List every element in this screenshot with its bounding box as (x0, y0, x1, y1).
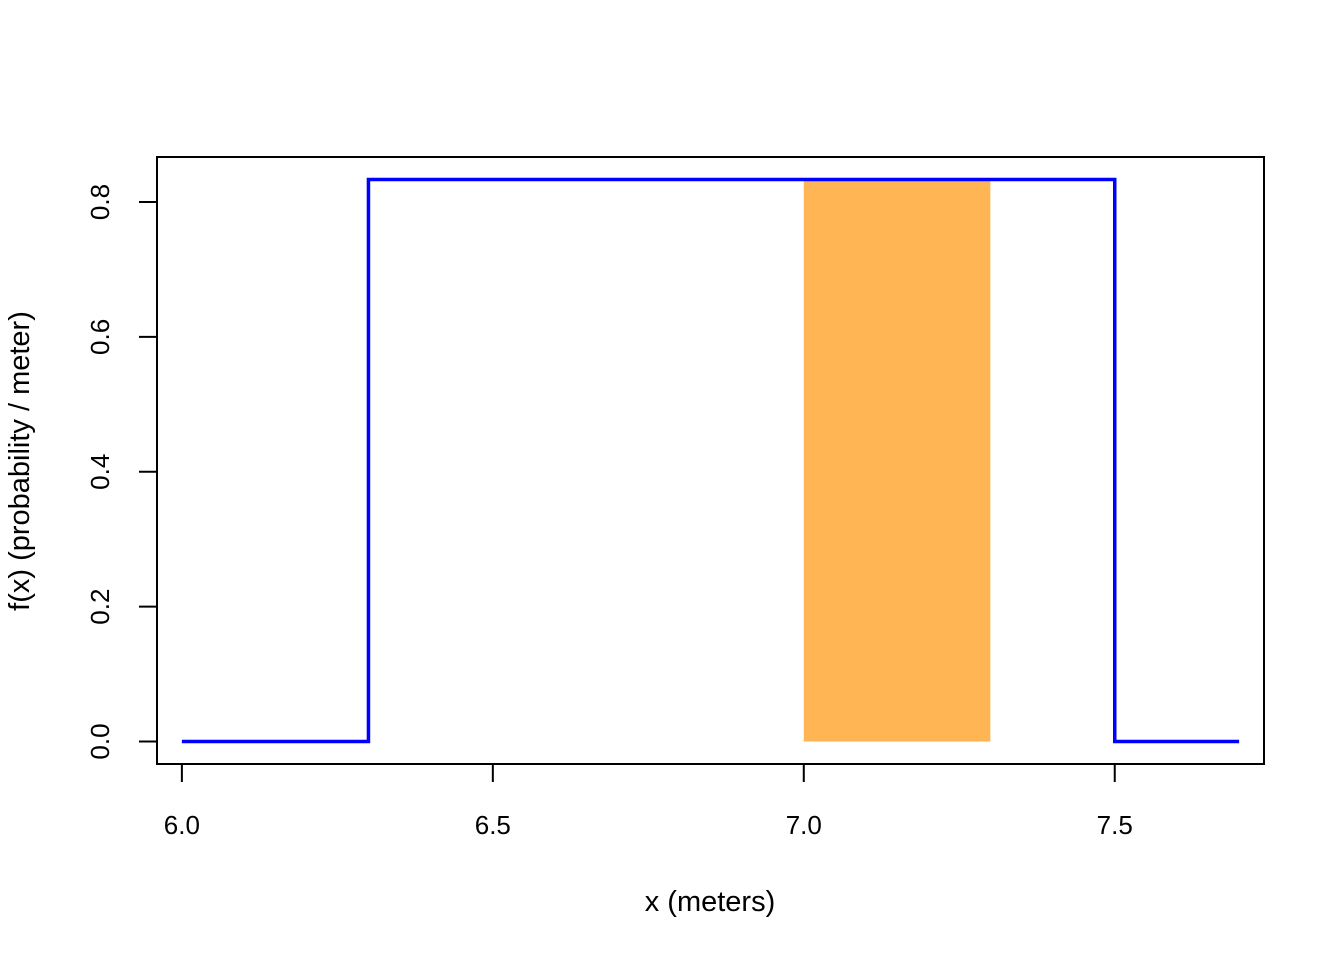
y-tick-label: 0.4 (85, 454, 115, 490)
shaded-probability-region (803, 179, 991, 742)
x-tick-label: 7.5 (1097, 810, 1133, 840)
y-tick-label: 0.0 (85, 723, 115, 759)
x-tick-label: 6.0 (164, 810, 200, 840)
y-tick-label: 0.8 (85, 184, 115, 220)
y-tick-label: 0.6 (85, 319, 115, 355)
x-tick-label: 7.0 (786, 810, 822, 840)
y-axis-title: f(x) (probability / meter) (4, 311, 36, 611)
density-line (181, 177, 1240, 744)
y-tick-label: 0.2 (85, 589, 115, 625)
x-axis-title: x (meters) (645, 886, 776, 918)
y-axis: 0.0 0.2 0.4 0.6 0.8 (85, 184, 158, 760)
plot-frame (156, 156, 1265, 765)
x-axis: 6.0 6.5 7.0 7.5 (164, 763, 1133, 840)
x-tick-label: 6.5 (475, 810, 511, 840)
